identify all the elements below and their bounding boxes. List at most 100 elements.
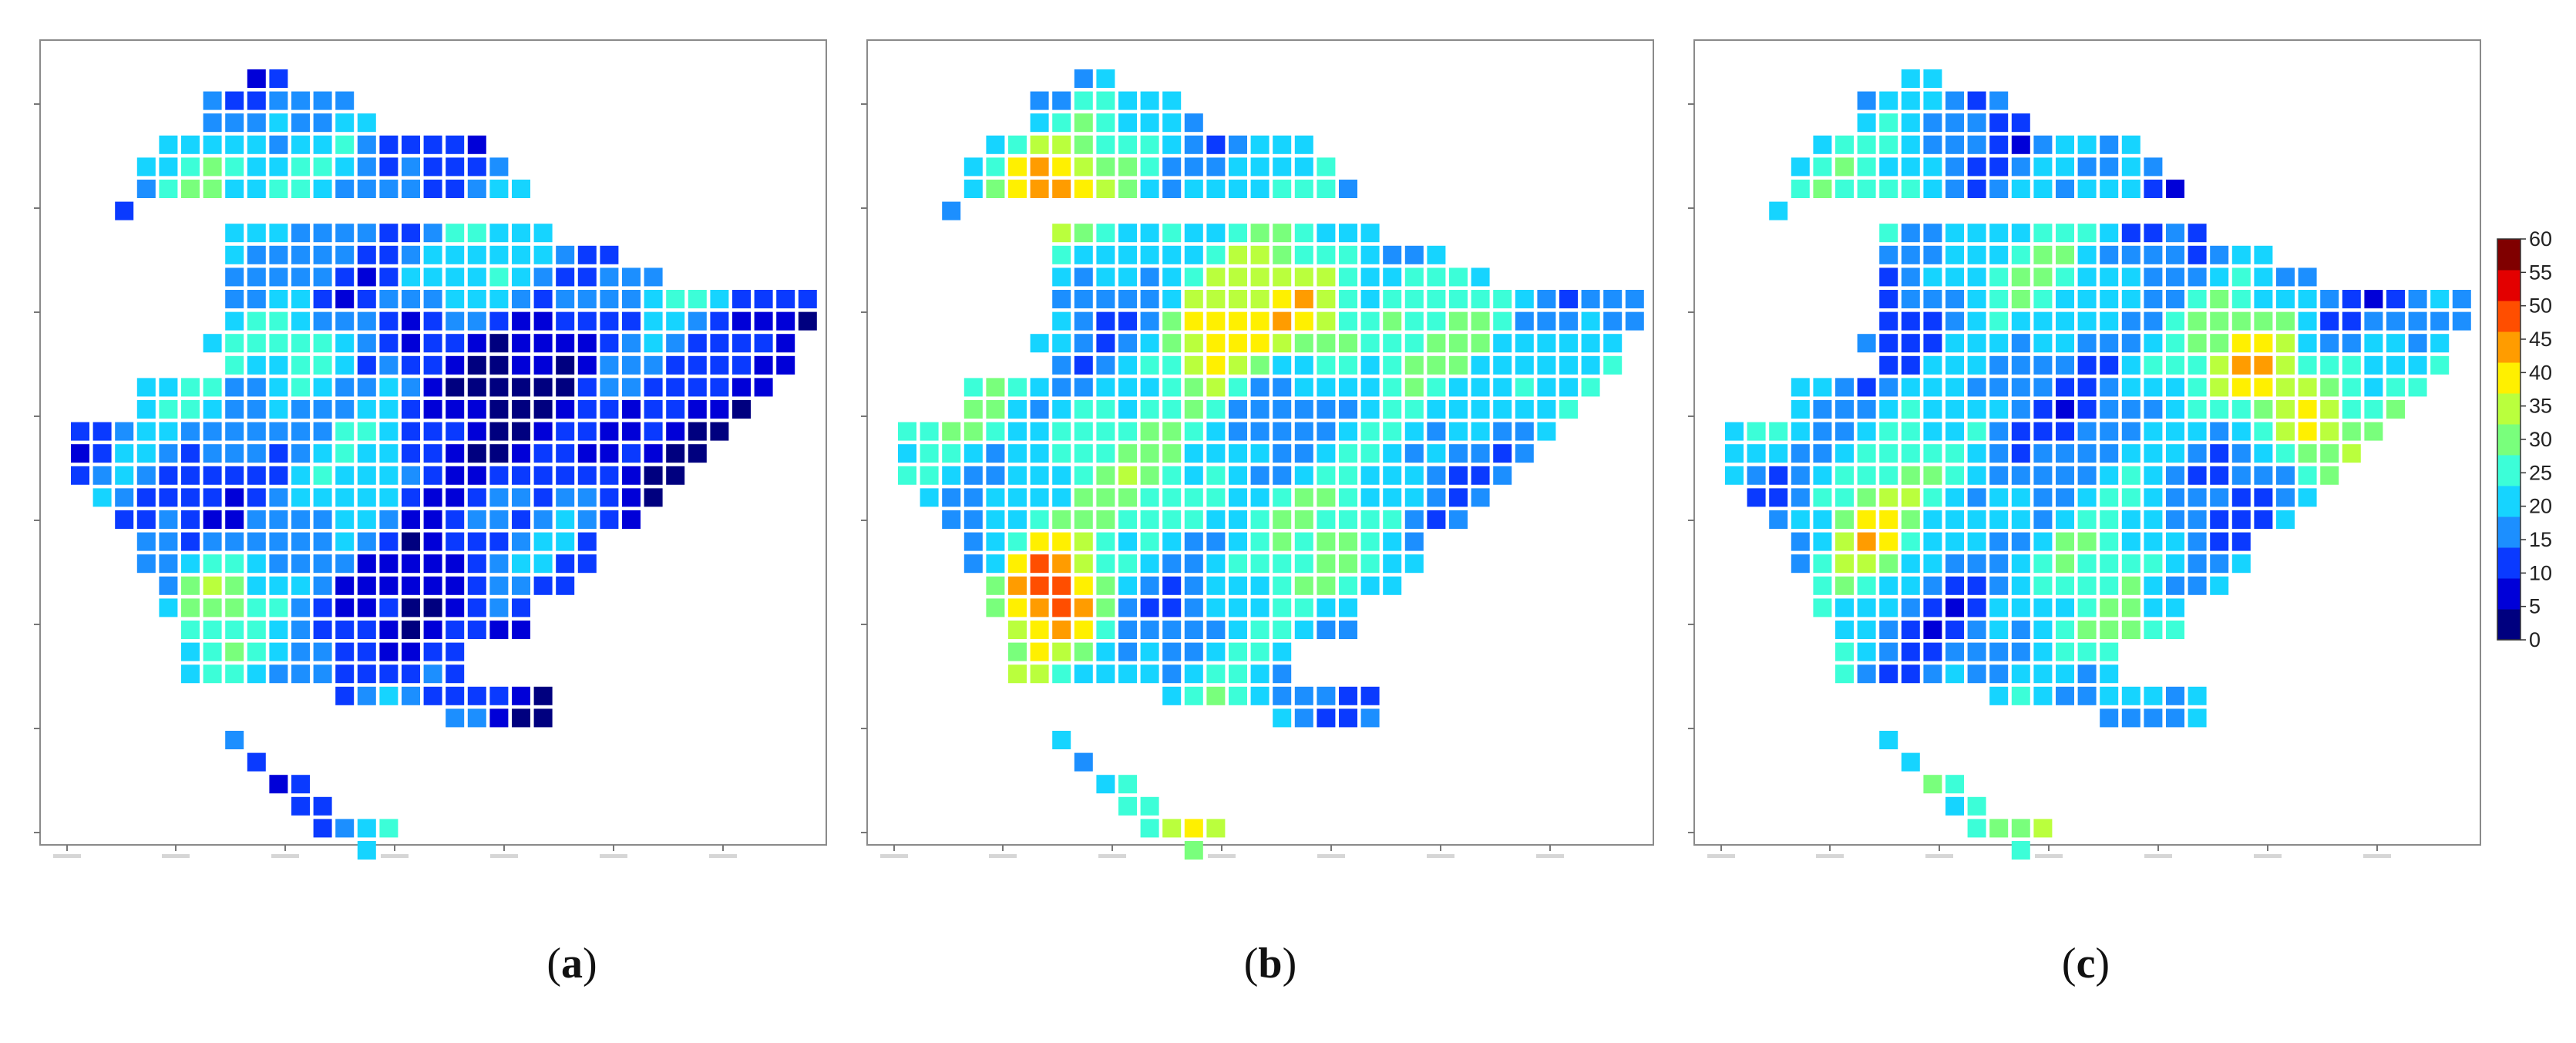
grid-cell xyxy=(159,378,178,397)
grid-cell xyxy=(2033,576,2053,595)
grid-cell xyxy=(986,422,1005,441)
grid-cell xyxy=(1052,355,1071,375)
grid-cell xyxy=(1967,422,1986,441)
grid-cell xyxy=(2342,400,2361,419)
grid-cell xyxy=(2254,444,2273,463)
grid-cell xyxy=(1273,290,1292,308)
grid-cell xyxy=(2011,157,2030,177)
grid-cell xyxy=(2210,532,2229,551)
grid-cell xyxy=(2166,355,2184,375)
grid-cell xyxy=(1901,664,1920,684)
grid-cell xyxy=(489,466,509,485)
grid-cell xyxy=(2056,488,2074,507)
grid-cell xyxy=(1493,311,1512,331)
grid-cell xyxy=(115,201,134,220)
grid-cell xyxy=(423,355,442,375)
grid-cell xyxy=(291,378,310,397)
grid-cell xyxy=(1967,334,1986,353)
grid-cell xyxy=(2144,488,2163,507)
grid-cell xyxy=(1096,69,1115,88)
grid-cell xyxy=(1162,91,1182,110)
grid-cell xyxy=(1901,422,1920,441)
caption-b: (b) xyxy=(1243,940,1297,987)
grid-cell xyxy=(600,444,619,463)
grid-cell xyxy=(1879,378,1898,397)
grid-cell xyxy=(1967,466,1986,485)
grid-cell xyxy=(1339,466,1357,485)
grid-cell xyxy=(1250,290,1270,308)
x-tick-label-blur xyxy=(1925,854,1953,858)
grid-cell xyxy=(247,510,266,529)
grid-cell xyxy=(732,311,751,331)
grid-cell xyxy=(225,311,244,331)
grid-cell xyxy=(512,245,530,264)
grid-cell xyxy=(291,796,310,816)
grid-cell xyxy=(1052,157,1071,177)
grid-cell xyxy=(2033,157,2053,177)
grid-cell xyxy=(2166,686,2184,705)
grid-cell xyxy=(1008,621,1027,639)
grid-cell xyxy=(1118,378,1137,397)
grid-cell xyxy=(423,267,442,287)
grid-cell xyxy=(1339,378,1357,397)
grid-cell xyxy=(269,532,288,551)
grid-cell xyxy=(2077,400,2097,419)
grid-cell xyxy=(446,708,465,728)
grid-cell xyxy=(622,311,641,331)
grid-cell xyxy=(2231,422,2251,441)
grid-cell xyxy=(1250,686,1270,705)
grid-cell xyxy=(291,91,310,110)
grid-cell xyxy=(1052,598,1071,617)
grid-cell xyxy=(2056,444,2074,463)
grid-cell xyxy=(1559,355,1578,375)
grid-cell xyxy=(2121,444,2141,463)
grid-cell xyxy=(732,400,751,419)
grid-cell xyxy=(1030,621,1049,639)
grid-cell xyxy=(1052,664,1071,684)
grid-cell xyxy=(1273,598,1292,617)
grid-cell xyxy=(1879,400,1898,419)
grid-cell xyxy=(1360,290,1380,308)
grid-cell xyxy=(1317,378,1336,397)
grid-cell xyxy=(512,422,530,441)
grid-cell xyxy=(1294,224,1313,243)
grid-cell xyxy=(2231,444,2251,463)
grid-cell xyxy=(533,224,553,243)
grid-cell xyxy=(1449,334,1468,353)
grid-cell xyxy=(2298,444,2317,463)
grid-cell xyxy=(1339,290,1357,308)
grid-cell xyxy=(225,378,244,397)
grid-cell xyxy=(181,488,200,507)
grid-cell xyxy=(963,157,983,177)
grid-cell xyxy=(2430,334,2450,353)
x-tick-label-blur xyxy=(2144,854,2172,858)
grid-cell xyxy=(2121,135,2141,154)
grid-cell xyxy=(335,621,355,639)
grid-cell xyxy=(512,444,530,463)
grid-cell xyxy=(1945,775,1964,794)
caption-a: (a) xyxy=(546,940,597,987)
colorbar-tick-label: 0 xyxy=(2529,628,2541,651)
grid-cell xyxy=(115,510,134,529)
grid-cell xyxy=(1923,355,1942,375)
grid-cell xyxy=(1096,642,1115,661)
grid-cell xyxy=(402,621,420,639)
grid-cell xyxy=(1989,180,2009,198)
grid-cell xyxy=(181,576,200,595)
grid-cell xyxy=(1273,621,1292,639)
grid-cell xyxy=(1140,598,1159,617)
x-tick-label-blur xyxy=(1707,854,1735,858)
grid-cell xyxy=(2121,245,2141,264)
grid-cell xyxy=(2144,180,2163,198)
grid-cell xyxy=(1162,466,1182,485)
grid-cell xyxy=(357,290,376,308)
grid-cell xyxy=(1294,554,1313,574)
grid-cell xyxy=(335,400,355,419)
grid-cell xyxy=(402,598,420,617)
grid-cell xyxy=(1229,267,1247,287)
grid-cell xyxy=(2011,444,2030,463)
grid-cell xyxy=(1294,510,1313,529)
grid-cell xyxy=(1339,267,1357,287)
grid-cell xyxy=(1229,576,1247,595)
grid-cell xyxy=(1383,532,1402,551)
